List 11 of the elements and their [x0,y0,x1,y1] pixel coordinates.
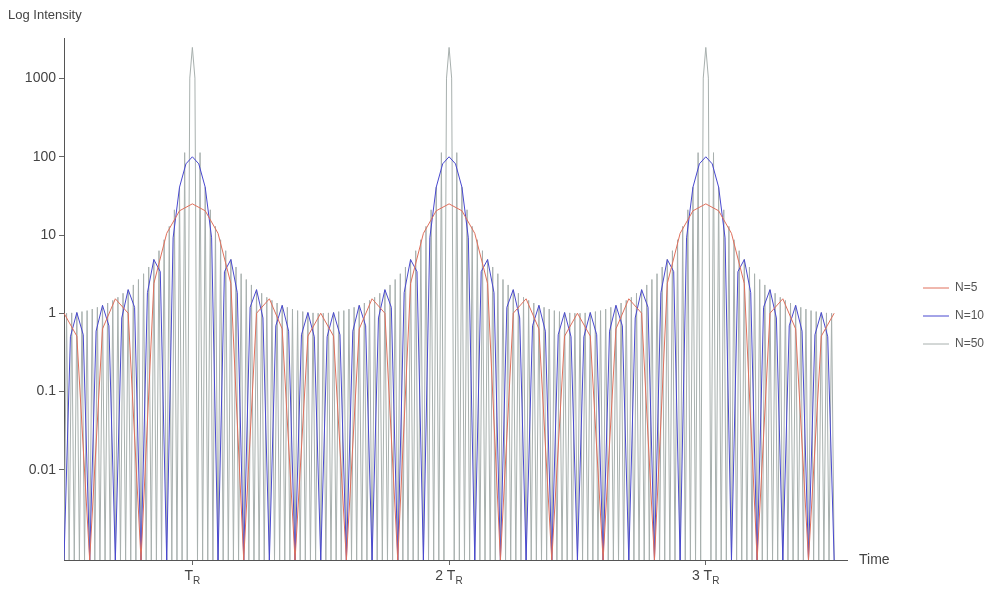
y-tick-label: 10 [40,225,57,242]
legend-label: N=50 [955,336,985,351]
legend-label: N=5 [955,280,978,295]
legend-label: N=10 [955,308,985,323]
y-tick-label: 0.01 [28,460,57,477]
y-tick-label: 1 [48,304,57,321]
x-axis-title: Time [859,550,890,567]
y-axis-title: Log Intensity [8,6,83,22]
y-tick-label: 100 [32,147,57,164]
y-tick-label: 1000 [24,69,57,86]
y-tick-label: 0.1 [36,382,57,399]
